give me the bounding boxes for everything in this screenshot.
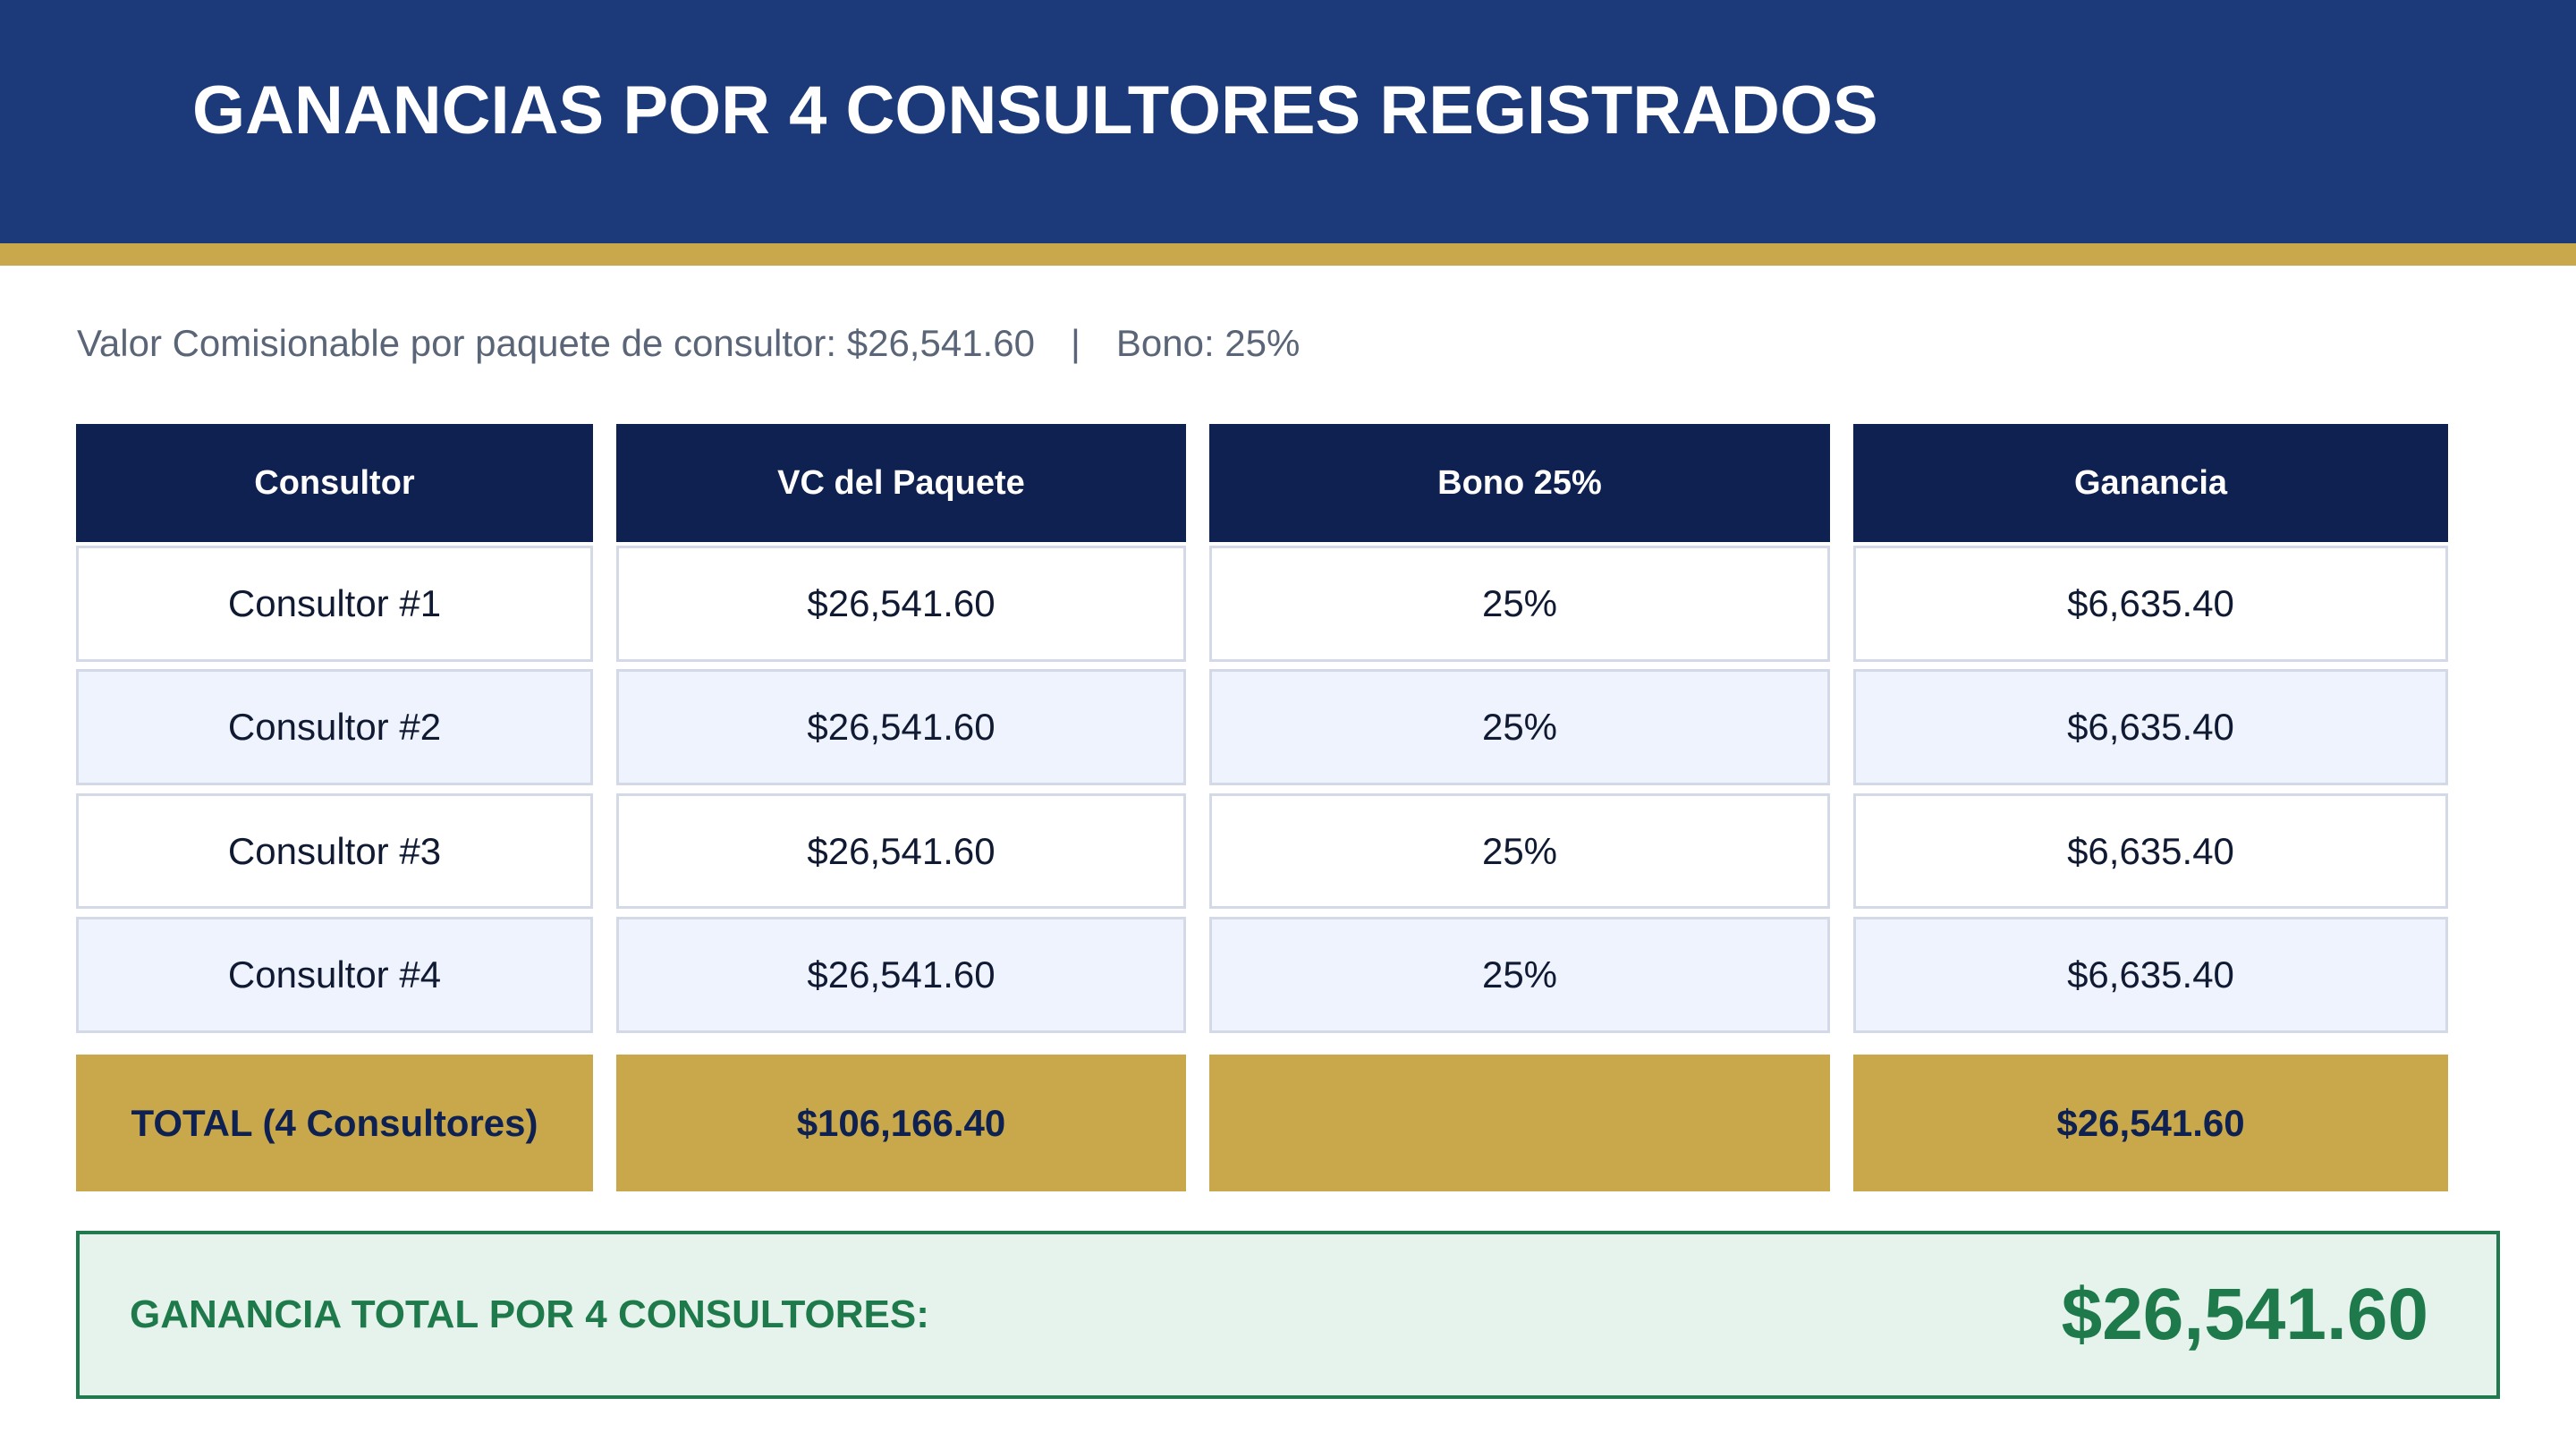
- summary-value: $26,541.60: [2061, 1274, 2428, 1355]
- total-cell-vc-paquete: $106,166.40: [616, 1055, 1186, 1191]
- total-cell-ganancia: $26,541.60: [1853, 1055, 2448, 1191]
- table-cell-ganancia: $6,635.40: [1853, 917, 2448, 1033]
- column-header-vc-paquete: VC del Paquete: [616, 424, 1186, 542]
- table-cell-vc-paquete: $26,541.60: [616, 917, 1186, 1033]
- column-header-bono: Bono 25%: [1209, 424, 1830, 542]
- table-cell-vc-paquete: $26,541.60: [616, 793, 1186, 909]
- table-cell-ganancia: $6,635.40: [1853, 669, 2448, 785]
- valor-comisionable-text: Valor Comisionable por paquete de consul…: [77, 322, 1035, 364]
- bono-text: Bono: 25%: [1115, 322, 1301, 364]
- header-banner: GANANCIAS POR 4 CONSULTORES REGISTRADOS: [0, 0, 2576, 243]
- gold-divider: [0, 243, 2576, 266]
- table-cell-consultor: Consultor #4: [76, 917, 593, 1033]
- table-cell-bono: 25%: [1209, 546, 1830, 662]
- table-cell-vc-paquete: $26,541.60: [616, 669, 1186, 785]
- total-cell-bono: [1209, 1055, 1830, 1191]
- page-title: GANANCIAS POR 4 CONSULTORES REGISTRADOS: [192, 72, 1878, 148]
- table-cell-ganancia: $6,635.40: [1853, 793, 2448, 909]
- table-cell-vc-paquete: $26,541.60: [616, 546, 1186, 662]
- summary-box: GANANCIA TOTAL POR 4 CONSULTORES: $26,54…: [76, 1231, 2500, 1399]
- subtitle: Valor Comisionable por paquete de consul…: [77, 322, 1300, 365]
- table-cell-consultor: Consultor #3: [76, 793, 593, 909]
- table-cell-consultor: Consultor #2: [76, 669, 593, 785]
- column-header-ganancia: Ganancia: [1853, 424, 2448, 542]
- summary-label: GANANCIA TOTAL POR 4 CONSULTORES:: [130, 1292, 929, 1336]
- table-cell-ganancia: $6,635.40: [1853, 546, 2448, 662]
- table-cell-bono: 25%: [1209, 793, 1830, 909]
- table-cell-bono: 25%: [1209, 669, 1830, 785]
- total-cell-consultor: TOTAL (4 Consultores): [76, 1055, 593, 1191]
- column-header-consultor: Consultor: [76, 424, 593, 542]
- table-cell-consultor: Consultor #1: [76, 546, 593, 662]
- table-cell-bono: 25%: [1209, 917, 1830, 1033]
- separator: |: [1070, 322, 1080, 364]
